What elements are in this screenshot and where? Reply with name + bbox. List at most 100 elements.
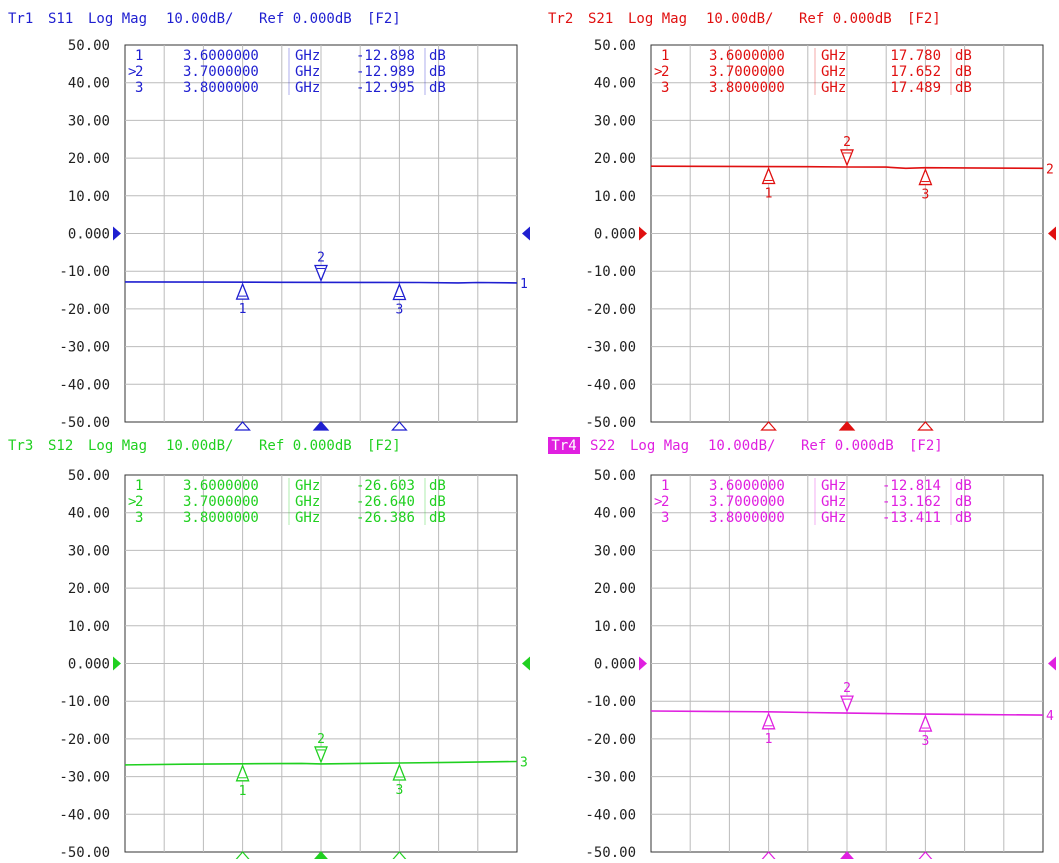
marker-3[interactable]: 3	[917, 714, 934, 861]
marker-index: 3	[135, 80, 143, 96]
y-tick-label: 10.00	[594, 619, 636, 635]
measurement-label: S22	[590, 438, 615, 454]
marker-readout-row[interactable]: 3 3.8000000 GHz -13.411 dB	[661, 510, 972, 526]
y-tick-label: 0.000	[594, 227, 636, 243]
marker-value-unit: dB	[955, 478, 972, 494]
reference-level-left-arrow-icon	[113, 656, 121, 671]
trace-end-label: 1	[520, 277, 528, 292]
marker-value-unit: dB	[955, 510, 972, 526]
reference-level-left-arrow-icon	[639, 226, 647, 241]
y-tick-label: 30.00	[594, 113, 636, 129]
stimulus-marker-triangle-icon	[391, 421, 408, 431]
chart-panel-tr1: Tr1 S11 Log Mag 10.00dB/Ref 0.000dB [F2] 50.0…	[8, 11, 530, 431]
marker-readout-row[interactable]: >2 3.7000000 GHz -26.640 dB	[128, 494, 446, 510]
marker-2[interactable]: 2	[838, 135, 856, 431]
y-tick-label: 50.00	[68, 468, 110, 484]
marker-readout-row[interactable]: 3 3.8000000 GHz -26.386 dB	[135, 510, 446, 526]
marker-readout-row[interactable]: 3 3.8000000 GHz -12.995 dB	[135, 80, 446, 96]
marker-2[interactable]: 2	[312, 250, 330, 431]
marker-value: -12.814	[882, 478, 941, 494]
marker-frequency-unit: GHz	[821, 48, 846, 64]
marker-triangle-down-icon	[840, 695, 854, 713]
marker-label: 2	[843, 135, 851, 150]
marker-1[interactable]: 1	[760, 166, 777, 431]
y-tick-label: -10.00	[585, 694, 636, 710]
marker-value-unit: dB	[429, 478, 446, 494]
scale-label: 10.00dB/	[708, 438, 775, 454]
marker-triangle-up-icon	[918, 714, 933, 732]
y-tick-label: 30.00	[68, 113, 110, 129]
channel-tag: [F2]	[367, 11, 401, 27]
y-tick-label: 20.00	[594, 151, 636, 167]
marker-3[interactable]: 3	[917, 167, 934, 431]
y-tick-label: 50.00	[594, 38, 636, 54]
stimulus-marker-triangle-icon	[312, 851, 330, 861]
y-tick-label: 20.00	[68, 151, 110, 167]
marker-value-unit: dB	[955, 48, 972, 64]
y-tick-label: -10.00	[59, 264, 110, 280]
marker-label: 2	[317, 250, 325, 265]
y-tick-label: -20.00	[585, 732, 636, 748]
marker-3[interactable]: 3	[391, 282, 408, 431]
measurement-label: S21	[588, 11, 613, 27]
marker-1[interactable]: 1	[234, 282, 251, 431]
y-tick-label: 40.00	[68, 506, 110, 522]
reference-label: Ref 0.000dB	[259, 11, 352, 27]
trace-label: Tr1	[8, 11, 33, 27]
marker-value: -12.995	[356, 80, 415, 96]
reference-label: Ref 0.000dB	[259, 438, 352, 454]
y-tick-label: -20.00	[585, 302, 636, 318]
marker-readout-row[interactable]: 1 3.6000000 GHz -26.603 dB	[135, 478, 446, 494]
y-tick-label: 30.00	[68, 543, 110, 559]
marker-value-unit: dB	[955, 80, 972, 96]
marker-index: 1	[135, 48, 143, 64]
marker-value: -13.411	[882, 510, 941, 526]
marker-frequency-unit: GHz	[295, 510, 320, 526]
marker-value: -26.386	[356, 510, 415, 526]
marker-value: -26.640	[356, 494, 415, 510]
format-label: Log Mag	[88, 438, 147, 454]
channel-tag: [F2]	[907, 11, 941, 27]
marker-frequency: 3.7000000	[183, 494, 259, 510]
marker-triangle-down-icon	[314, 264, 328, 283]
stimulus-marker-triangle-icon	[917, 851, 934, 861]
trace-end-label: 2	[1046, 162, 1054, 177]
marker-frequency-unit: GHz	[295, 48, 320, 64]
marker-readout-row[interactable]: 1 3.6000000 GHz 17.780 dB	[661, 48, 972, 64]
chart-panel-tr2: Tr2 S21 Log Mag 10.00dB/Ref 0.000dB [F2] 50.0…	[548, 11, 1056, 431]
marker-value: -12.989	[356, 64, 415, 80]
marker-label: 1	[239, 784, 247, 799]
y-tick-label: 0.000	[594, 657, 636, 673]
active-marker-indicator: >	[654, 64, 662, 80]
marker-label: 3	[921, 188, 929, 203]
marker-readout-row[interactable]: 1 3.6000000 GHz -12.898 dB	[135, 48, 446, 64]
marker-label: 3	[395, 302, 403, 317]
y-tick-label: 30.00	[594, 543, 636, 559]
marker-readout-row[interactable]: >2 3.7000000 GHz -12.989 dB	[128, 64, 446, 80]
chart-panel-tr3: Tr3 S12 Log Mag 10.00dB/Ref 0.000dB [F2] 50.0…	[8, 438, 530, 861]
scale-label: 10.00dB/	[706, 11, 773, 27]
marker-readout-row[interactable]: 3 3.8000000 GHz 17.489 dB	[661, 80, 972, 96]
y-tick-label: -20.00	[59, 732, 110, 748]
y-tick-label: -10.00	[585, 264, 636, 280]
marker-frequency-unit: GHz	[821, 478, 846, 494]
marker-label: 1	[765, 732, 773, 747]
marker-readout-row[interactable]: >2 3.7000000 GHz -13.162 dB	[654, 494, 972, 510]
y-tick-label: -50.00	[585, 415, 636, 431]
format-label: Log Mag	[88, 11, 147, 27]
reference-level-left-arrow-icon	[639, 656, 647, 671]
y-tick-label: -50.00	[59, 415, 110, 431]
marker-value-unit: dB	[955, 64, 972, 80]
y-tick-label: -40.00	[585, 377, 636, 393]
y-tick-label: -40.00	[59, 377, 110, 393]
y-tick-label: -50.00	[59, 845, 110, 859]
marker-3[interactable]: 3	[391, 763, 408, 861]
y-tick-label: -20.00	[59, 302, 110, 318]
marker-value: -12.898	[356, 48, 415, 64]
marker-readout-row[interactable]: >2 3.7000000 GHz 17.652 dB	[654, 64, 972, 80]
trace-end-label: 4	[1046, 709, 1054, 724]
marker-index: 2	[135, 494, 143, 510]
marker-readout-row[interactable]: 1 3.6000000 GHz -12.814 dB	[661, 478, 972, 494]
